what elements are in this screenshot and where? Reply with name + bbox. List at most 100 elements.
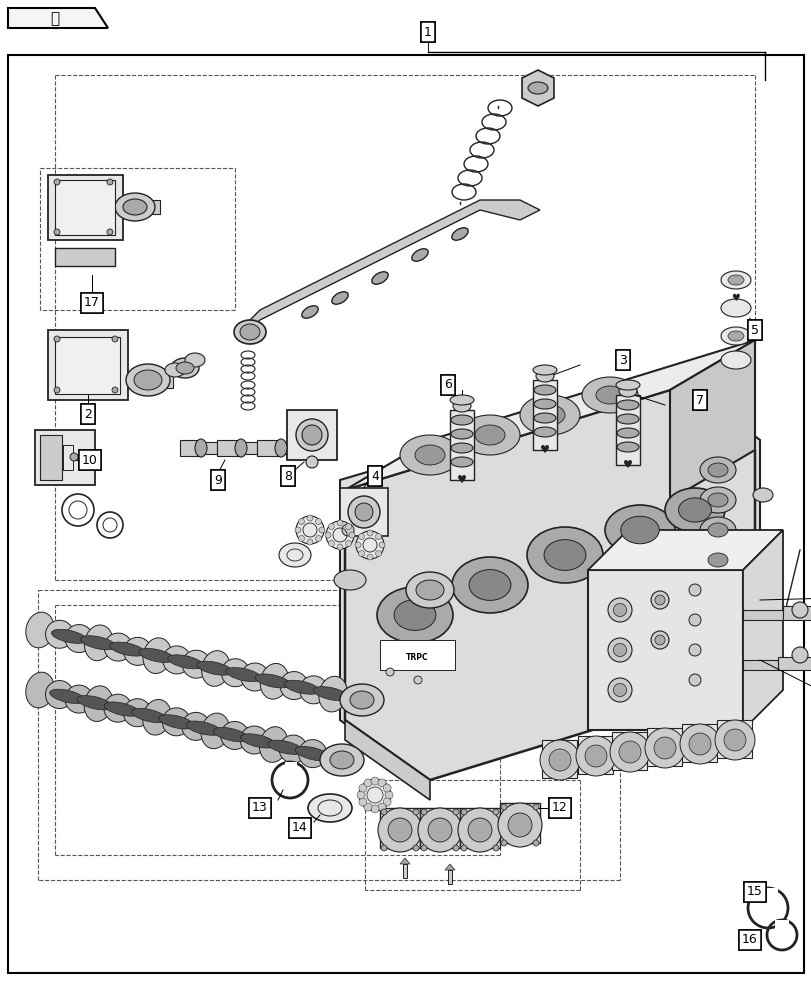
Circle shape xyxy=(650,591,668,609)
Ellipse shape xyxy=(84,625,113,661)
Text: 📷: 📷 xyxy=(50,12,59,27)
Ellipse shape xyxy=(609,732,649,772)
Ellipse shape xyxy=(378,808,422,852)
Ellipse shape xyxy=(616,442,638,452)
Text: 14: 14 xyxy=(292,821,307,834)
Ellipse shape xyxy=(168,655,203,669)
Circle shape xyxy=(607,598,631,622)
Ellipse shape xyxy=(104,694,131,722)
Ellipse shape xyxy=(723,729,745,751)
Ellipse shape xyxy=(280,672,307,700)
Text: 16: 16 xyxy=(741,933,757,946)
Ellipse shape xyxy=(449,395,474,405)
Ellipse shape xyxy=(234,320,266,344)
Polygon shape xyxy=(669,340,754,500)
Bar xyxy=(217,440,242,456)
Polygon shape xyxy=(345,340,754,490)
Ellipse shape xyxy=(460,415,519,455)
Ellipse shape xyxy=(307,515,312,521)
Ellipse shape xyxy=(664,488,724,532)
Bar xyxy=(40,435,62,480)
Text: TRPC: TRPC xyxy=(406,652,427,662)
Circle shape xyxy=(325,521,354,549)
Text: 6: 6 xyxy=(444,378,452,391)
Ellipse shape xyxy=(65,685,92,713)
Circle shape xyxy=(532,804,539,810)
Ellipse shape xyxy=(182,712,209,740)
Ellipse shape xyxy=(345,524,351,530)
Ellipse shape xyxy=(791,602,807,618)
Circle shape xyxy=(612,683,626,697)
Ellipse shape xyxy=(679,724,719,764)
Polygon shape xyxy=(742,530,782,730)
Ellipse shape xyxy=(162,646,191,674)
Ellipse shape xyxy=(298,519,304,525)
Bar xyxy=(380,808,419,848)
Bar xyxy=(577,736,612,774)
Ellipse shape xyxy=(337,544,342,550)
Text: 5: 5 xyxy=(750,324,758,336)
Ellipse shape xyxy=(354,503,372,521)
Bar xyxy=(774,920,788,930)
Ellipse shape xyxy=(313,687,348,701)
Circle shape xyxy=(70,453,78,461)
Bar xyxy=(532,380,556,450)
Ellipse shape xyxy=(406,572,453,608)
Ellipse shape xyxy=(225,668,261,682)
Circle shape xyxy=(607,678,631,702)
Bar xyxy=(63,445,73,470)
Ellipse shape xyxy=(620,516,659,544)
Circle shape xyxy=(607,638,631,662)
Bar xyxy=(48,330,128,400)
Ellipse shape xyxy=(616,380,639,390)
Bar xyxy=(611,732,646,770)
Text: 4: 4 xyxy=(371,470,379,483)
Text: 14: 14 xyxy=(292,821,307,834)
Bar xyxy=(285,762,297,772)
Text: 17: 17 xyxy=(84,296,100,310)
Ellipse shape xyxy=(539,740,579,780)
Ellipse shape xyxy=(294,527,301,533)
Ellipse shape xyxy=(367,554,372,560)
Ellipse shape xyxy=(307,539,312,545)
Ellipse shape xyxy=(618,741,640,763)
Ellipse shape xyxy=(616,428,638,438)
Ellipse shape xyxy=(77,696,112,710)
Ellipse shape xyxy=(201,713,230,749)
Text: 1: 1 xyxy=(423,26,431,39)
Ellipse shape xyxy=(348,496,380,528)
Circle shape xyxy=(112,336,118,342)
Ellipse shape xyxy=(616,400,638,410)
Ellipse shape xyxy=(363,779,371,787)
Circle shape xyxy=(112,387,118,393)
Ellipse shape xyxy=(350,691,374,709)
Bar xyxy=(257,440,281,456)
Ellipse shape xyxy=(720,299,750,317)
Ellipse shape xyxy=(411,249,427,261)
Circle shape xyxy=(492,845,499,851)
Ellipse shape xyxy=(284,680,319,694)
Ellipse shape xyxy=(109,642,144,656)
Ellipse shape xyxy=(699,457,735,483)
Ellipse shape xyxy=(315,535,321,541)
Text: 2: 2 xyxy=(84,408,92,420)
Ellipse shape xyxy=(581,377,637,413)
Text: 8: 8 xyxy=(284,470,292,483)
Polygon shape xyxy=(521,70,553,106)
Circle shape xyxy=(420,809,427,815)
Ellipse shape xyxy=(714,720,754,760)
Ellipse shape xyxy=(450,415,473,425)
Ellipse shape xyxy=(618,385,636,397)
Ellipse shape xyxy=(699,487,735,513)
Circle shape xyxy=(358,779,391,811)
Polygon shape xyxy=(345,390,754,780)
Ellipse shape xyxy=(376,587,453,643)
Ellipse shape xyxy=(349,532,354,538)
Bar xyxy=(202,442,217,454)
Circle shape xyxy=(54,387,60,393)
Text: 9: 9 xyxy=(214,474,221,487)
Circle shape xyxy=(380,809,387,815)
Ellipse shape xyxy=(548,749,570,771)
Circle shape xyxy=(341,524,354,536)
Ellipse shape xyxy=(328,540,334,546)
